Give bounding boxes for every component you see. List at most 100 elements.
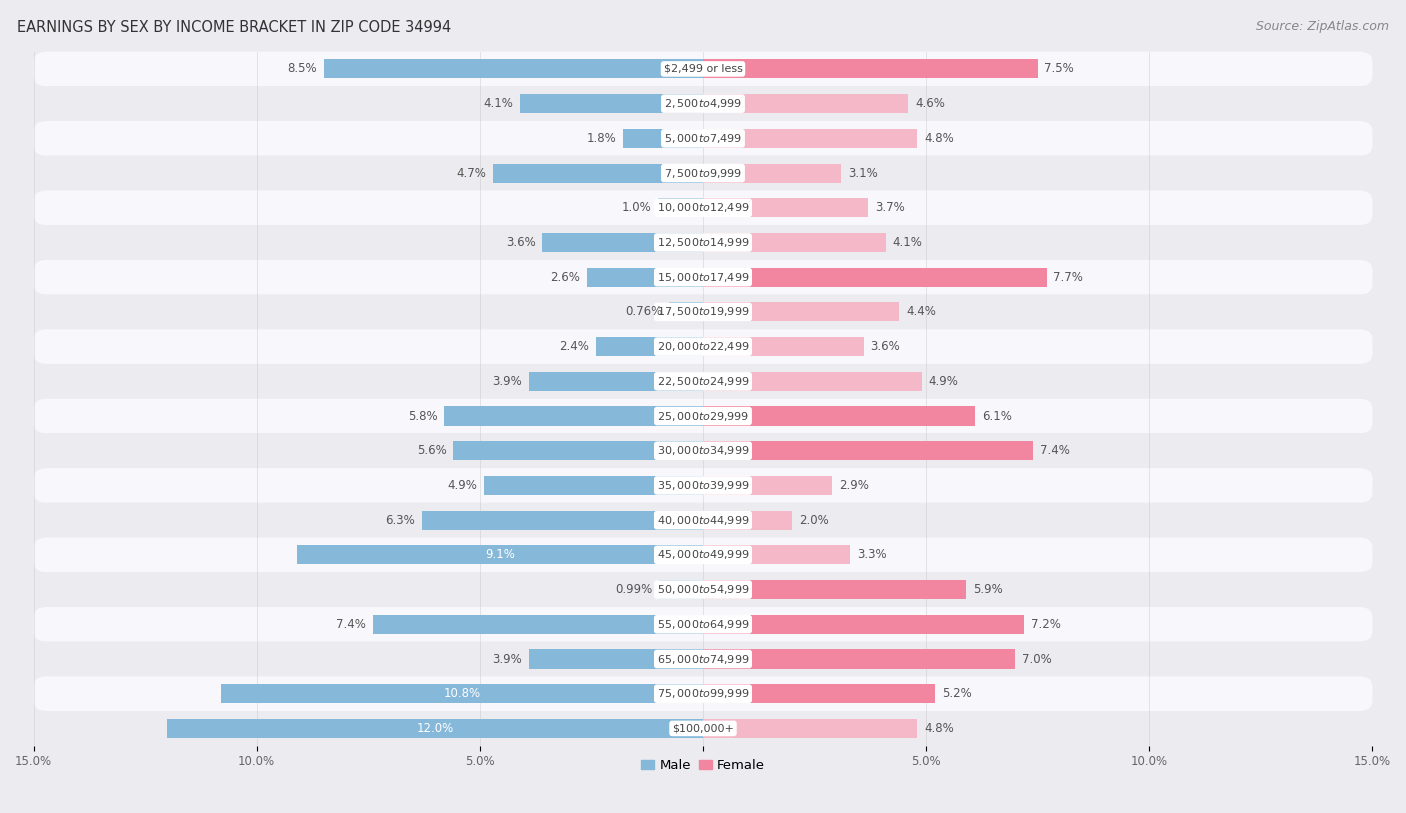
Text: $100,000+: $100,000+ (672, 724, 734, 733)
Text: 7.0%: 7.0% (1022, 653, 1052, 666)
Text: Source: ZipAtlas.com: Source: ZipAtlas.com (1256, 20, 1389, 33)
Bar (703, 233, 886, 252)
FancyBboxPatch shape (34, 121, 1372, 156)
Bar (703, 406, 976, 425)
Text: $20,000 to $22,499: $20,000 to $22,499 (657, 340, 749, 353)
Text: 2.0%: 2.0% (799, 514, 828, 527)
Bar (703, 128, 917, 148)
Text: $50,000 to $54,999: $50,000 to $54,999 (657, 583, 749, 596)
Bar (529, 650, 703, 668)
Text: $45,000 to $49,999: $45,000 to $49,999 (657, 549, 749, 561)
Text: 4.8%: 4.8% (924, 722, 953, 735)
Text: 0.76%: 0.76% (626, 306, 662, 319)
FancyBboxPatch shape (34, 156, 1372, 190)
Text: $2,500 to $4,999: $2,500 to $4,999 (664, 97, 742, 110)
Bar (703, 372, 922, 391)
FancyBboxPatch shape (34, 572, 1372, 607)
Text: 3.3%: 3.3% (858, 549, 887, 561)
FancyBboxPatch shape (34, 398, 1372, 433)
Text: 4.1%: 4.1% (893, 236, 922, 249)
Text: 8.5%: 8.5% (287, 63, 316, 76)
Text: 5.6%: 5.6% (416, 444, 446, 457)
Bar (703, 337, 863, 356)
Text: 3.7%: 3.7% (875, 202, 904, 215)
Text: 7.2%: 7.2% (1031, 618, 1062, 631)
Bar (167, 719, 703, 738)
Text: 5.9%: 5.9% (973, 583, 1002, 596)
Text: 7.5%: 7.5% (1045, 63, 1074, 76)
Text: 7.4%: 7.4% (336, 618, 366, 631)
Bar (422, 511, 703, 530)
Text: 4.4%: 4.4% (905, 306, 936, 319)
Text: $65,000 to $74,999: $65,000 to $74,999 (657, 653, 749, 666)
Text: 2.9%: 2.9% (839, 479, 869, 492)
FancyBboxPatch shape (34, 225, 1372, 260)
Bar (494, 163, 703, 183)
FancyBboxPatch shape (34, 607, 1372, 641)
Text: $40,000 to $44,999: $40,000 to $44,999 (657, 514, 749, 527)
Text: EARNINGS BY SEX BY INCOME BRACKET IN ZIP CODE 34994: EARNINGS BY SEX BY INCOME BRACKET IN ZIP… (17, 20, 451, 35)
Text: 6.1%: 6.1% (981, 410, 1012, 423)
Text: 1.0%: 1.0% (621, 202, 651, 215)
Bar (543, 233, 703, 252)
FancyBboxPatch shape (34, 468, 1372, 502)
FancyBboxPatch shape (34, 51, 1372, 86)
Text: 5.8%: 5.8% (408, 410, 437, 423)
Text: 2.4%: 2.4% (560, 340, 589, 353)
Bar (703, 198, 868, 217)
Text: 4.8%: 4.8% (924, 132, 953, 145)
FancyBboxPatch shape (34, 711, 1372, 746)
Bar (703, 719, 917, 738)
Bar (703, 650, 1015, 668)
Bar (703, 511, 792, 530)
Text: $75,000 to $99,999: $75,000 to $99,999 (657, 687, 749, 700)
Bar (323, 59, 703, 79)
Bar (659, 580, 703, 599)
Bar (484, 476, 703, 495)
Text: 4.6%: 4.6% (915, 97, 945, 110)
Bar (703, 685, 935, 703)
FancyBboxPatch shape (34, 433, 1372, 468)
FancyBboxPatch shape (34, 676, 1372, 711)
Bar (658, 198, 703, 217)
Text: 3.1%: 3.1% (848, 167, 877, 180)
Text: 0.99%: 0.99% (614, 583, 652, 596)
Bar (586, 267, 703, 287)
Text: 3.6%: 3.6% (506, 236, 536, 249)
Bar (703, 163, 841, 183)
Bar (703, 441, 1033, 460)
Bar (596, 337, 703, 356)
Text: 1.8%: 1.8% (586, 132, 616, 145)
Text: $7,500 to $9,999: $7,500 to $9,999 (664, 167, 742, 180)
Text: 12.0%: 12.0% (416, 722, 454, 735)
FancyBboxPatch shape (34, 294, 1372, 329)
Text: 5.2%: 5.2% (942, 687, 972, 700)
Text: 4.1%: 4.1% (484, 97, 513, 110)
Bar (520, 94, 703, 113)
Text: $25,000 to $29,999: $25,000 to $29,999 (657, 410, 749, 423)
Bar (623, 128, 703, 148)
Text: 6.3%: 6.3% (385, 514, 415, 527)
Bar (373, 615, 703, 634)
Legend: Male, Female: Male, Female (636, 754, 770, 777)
Bar (453, 441, 703, 460)
Text: 7.7%: 7.7% (1053, 271, 1083, 284)
Text: 3.6%: 3.6% (870, 340, 900, 353)
Text: $35,000 to $39,999: $35,000 to $39,999 (657, 479, 749, 492)
Text: 3.9%: 3.9% (492, 375, 522, 388)
Text: 4.9%: 4.9% (928, 375, 959, 388)
Bar (703, 59, 1038, 79)
Bar (703, 546, 851, 564)
FancyBboxPatch shape (34, 641, 1372, 676)
FancyBboxPatch shape (34, 260, 1372, 294)
Text: $5,000 to $7,499: $5,000 to $7,499 (664, 132, 742, 145)
Text: 4.7%: 4.7% (457, 167, 486, 180)
Text: 10.8%: 10.8% (443, 687, 481, 700)
Text: 4.9%: 4.9% (447, 479, 478, 492)
Bar (444, 406, 703, 425)
Text: $55,000 to $64,999: $55,000 to $64,999 (657, 618, 749, 631)
Bar (221, 685, 703, 703)
FancyBboxPatch shape (34, 537, 1372, 572)
Bar (529, 372, 703, 391)
Text: $30,000 to $34,999: $30,000 to $34,999 (657, 444, 749, 457)
